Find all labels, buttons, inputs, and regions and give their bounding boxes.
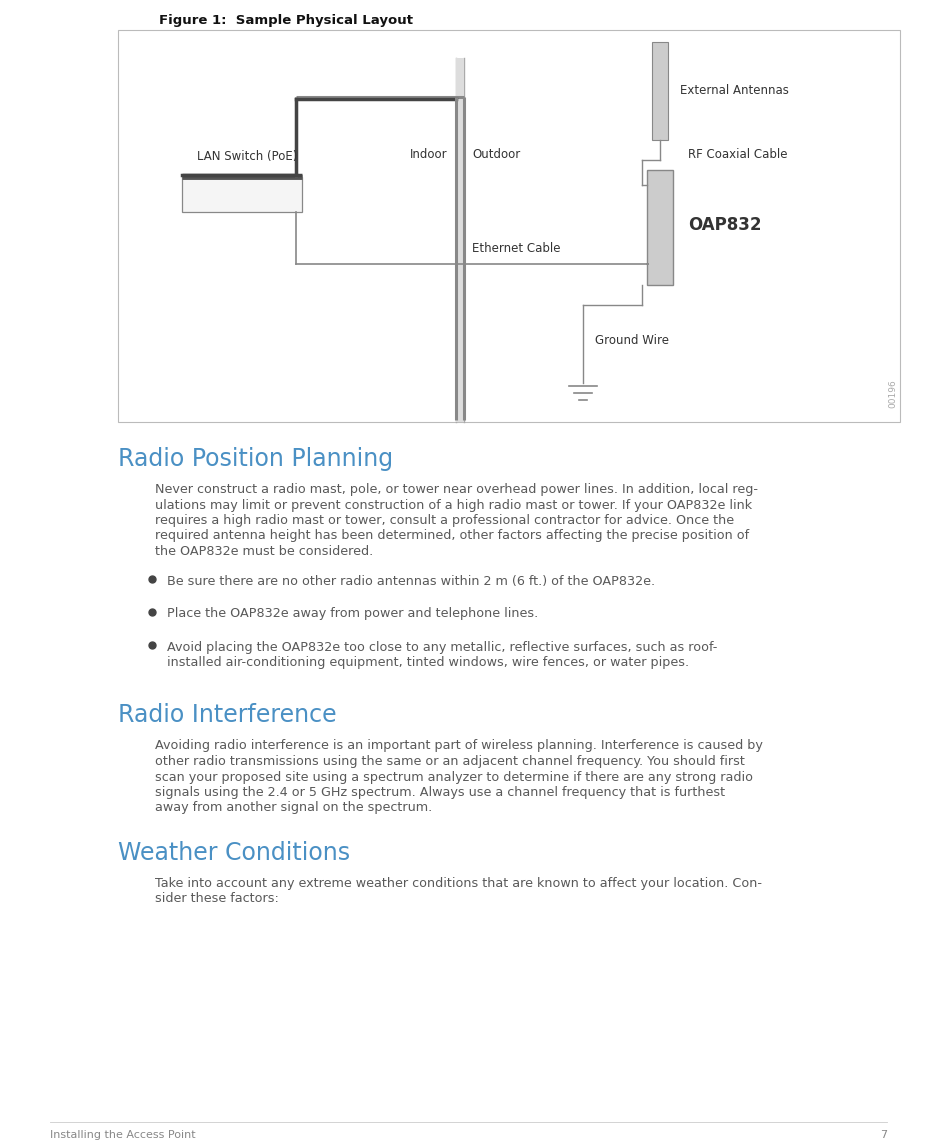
Text: Take into account any extreme weather conditions that are known to affect your l: Take into account any extreme weather co…	[154, 877, 761, 890]
Bar	[118, 30, 899, 422]
Text: requires a high radio mast or tower, consult a professional contractor for advic: requires a high radio mast or tower, con…	[154, 513, 733, 527]
Text: the OAP832e must be considered.: the OAP832e must be considered.	[154, 545, 373, 558]
Text: Avoiding radio interference is an important part of wireless planning. Interfere: Avoiding radio interference is an import…	[154, 739, 762, 753]
Bar	[456, 58, 463, 422]
Text: Place the OAP832e away from power and telephone lines.: Place the OAP832e away from power and te…	[167, 607, 537, 621]
Text: Radio Interference: Radio Interference	[118, 704, 336, 728]
Text: 7: 7	[879, 1130, 886, 1140]
Text: installed air-conditioning equipment, tinted windows, wire fences, or water pipe: installed air-conditioning equipment, ti…	[167, 656, 688, 669]
Text: Avoid placing the OAP832e too close to any metallic, reflective surfaces, such a: Avoid placing the OAP832e too close to a…	[167, 640, 717, 654]
Bar	[651, 42, 667, 140]
Text: 00196: 00196	[887, 379, 897, 408]
Text: LAN Switch (PoE): LAN Switch (PoE)	[197, 149, 297, 163]
Text: other radio transmissions using the same or an adjacent channel frequency. You s: other radio transmissions using the same…	[154, 755, 744, 768]
Text: Weather Conditions: Weather Conditions	[118, 841, 350, 865]
Text: Figure 1:  Sample Physical Layout: Figure 1: Sample Physical Layout	[159, 14, 413, 27]
Text: OAP832: OAP832	[687, 216, 761, 234]
Text: ulations may limit or prevent construction of a high radio mast or tower. If you: ulations may limit or prevent constructi…	[154, 499, 752, 511]
Text: External Antennas: External Antennas	[680, 83, 788, 97]
Text: sider these factors:: sider these factors:	[154, 892, 279, 906]
Text: Never construct a radio mast, pole, or tower near overhead power lines. In addit: Never construct a radio mast, pole, or t…	[154, 483, 757, 496]
Text: scan your proposed site using a spectrum analyzer to determine if there are any : scan your proposed site using a spectrum…	[154, 770, 753, 784]
Bar	[182, 177, 301, 212]
Text: Indoor: Indoor	[410, 148, 447, 162]
Text: Radio Position Planning: Radio Position Planning	[118, 447, 393, 471]
Text: Ethernet Cable: Ethernet Cable	[472, 242, 560, 254]
Text: signals using the 2.4 or 5 GHz spectrum. Always use a channel frequency that is : signals using the 2.4 or 5 GHz spectrum.…	[154, 786, 724, 799]
Bar	[647, 170, 672, 285]
Text: RF Coaxial Cable: RF Coaxial Cable	[687, 148, 786, 162]
Text: Be sure there are no other radio antennas within 2 m (6 ft.) of the OAP832e.: Be sure there are no other radio antenna…	[167, 575, 654, 588]
Text: Ground Wire: Ground Wire	[594, 333, 668, 347]
Text: Installing the Access Point: Installing the Access Point	[50, 1130, 196, 1140]
Text: required antenna height has been determined, other factors affecting the precise: required antenna height has been determi…	[154, 529, 748, 542]
Text: Outdoor: Outdoor	[472, 148, 519, 162]
Text: away from another signal on the spectrum.: away from another signal on the spectrum…	[154, 801, 431, 815]
